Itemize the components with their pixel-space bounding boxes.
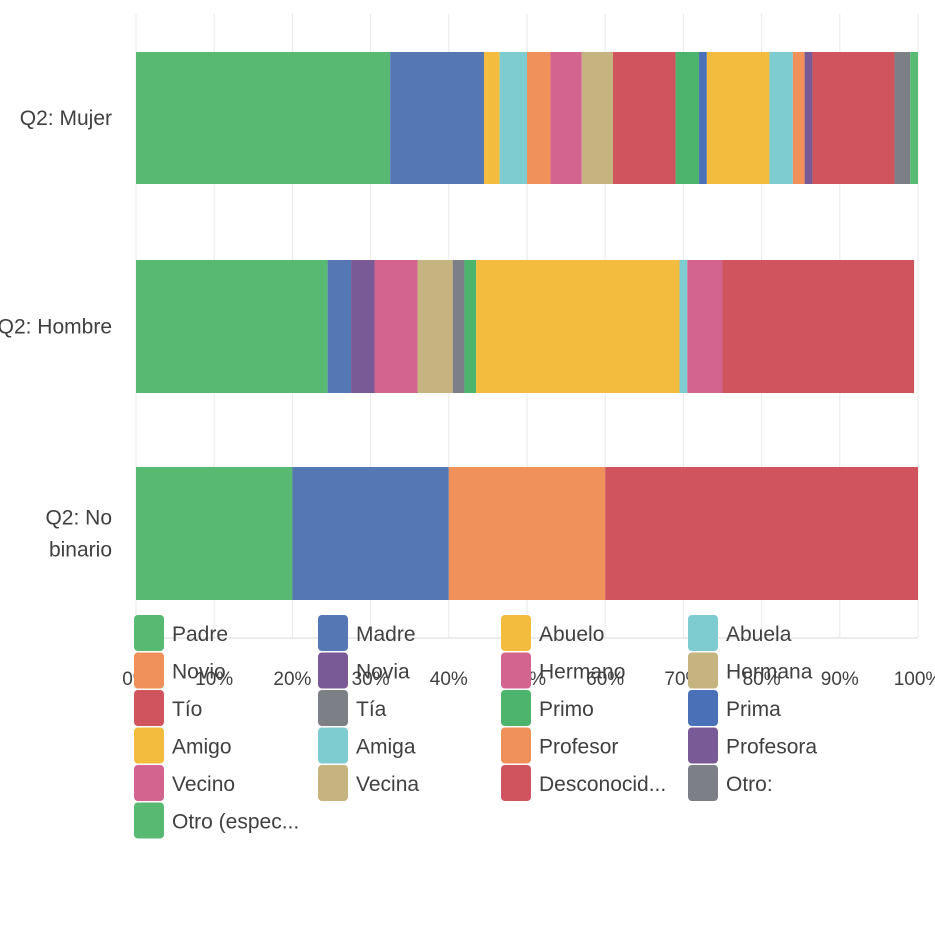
legend-swatch [318, 652, 348, 689]
x-tick-label: 40% [430, 669, 468, 690]
legend-swatch [318, 727, 348, 764]
bars [136, 52, 918, 600]
legend-label: Otro (espec... [172, 811, 299, 834]
bar-segment[interactable] [374, 260, 418, 393]
legend-swatch [688, 615, 718, 651]
legend-label: Desconocid... [539, 773, 666, 796]
category-label: Q2: Hombre [0, 316, 112, 339]
legend-label: Otro: [726, 773, 773, 796]
bar-segment[interactable] [483, 52, 500, 184]
legend-label: Hermana [726, 661, 813, 684]
bar-segment[interactable] [527, 52, 551, 184]
x-tick-label: 60% [586, 669, 624, 690]
bar-segment[interactable] [910, 52, 918, 184]
bar-segment[interactable] [327, 260, 352, 393]
legend-label: Vecino [172, 773, 235, 796]
legend-swatch [318, 765, 348, 801]
legend-swatch [134, 765, 164, 801]
bar-segment[interactable] [448, 467, 606, 600]
legend-swatch [134, 727, 164, 764]
legend-label: Profesora [726, 736, 817, 759]
legend: Padre Madre Abuelo Abuela Novio Novia Hermano H… [134, 615, 817, 839]
legend-swatch [501, 615, 531, 651]
bar-segment[interactable] [417, 260, 453, 393]
legend-label: Amiga [356, 736, 416, 759]
legend-label: Novio [172, 661, 226, 684]
bar-segment[interactable] [136, 467, 293, 600]
legend-swatch [134, 802, 164, 839]
x-tick-label: 90% [821, 669, 859, 690]
category-label: Q2: No [45, 507, 112, 530]
x-tick-label: 80% [743, 669, 781, 690]
legend-swatch [501, 765, 531, 801]
bar-segment[interactable] [605, 467, 918, 600]
x-tick-label: 30% [352, 669, 390, 690]
legend-label: Padre [172, 623, 228, 646]
bar-segment[interactable] [351, 260, 375, 393]
legend-label: Prima [726, 698, 781, 721]
legend-label: Tía [356, 698, 387, 721]
legend-swatch [134, 652, 164, 689]
legend-swatch [688, 690, 718, 726]
legend-swatch [134, 615, 164, 651]
bar-segment[interactable] [292, 467, 449, 600]
legend-label: Tío [172, 698, 202, 721]
legend-label: Novia [356, 661, 410, 684]
legend-label: Abuelo [539, 623, 604, 646]
legend-label: Madre [356, 623, 416, 646]
bar-segment[interactable] [452, 260, 465, 393]
legend-swatch [688, 727, 718, 764]
bar-segment[interactable] [390, 52, 484, 184]
x-tick-label: 100% [894, 669, 935, 690]
legend-swatch [501, 652, 531, 689]
legend-label: Primo [539, 698, 594, 721]
bar-segment[interactable] [136, 260, 328, 393]
bar-segment[interactable] [687, 260, 723, 393]
bar-segment[interactable] [769, 52, 793, 184]
legend-label: Hermano [539, 661, 625, 684]
category-labels: Q2: Mujer Q2: Hombre Q2: No binario [0, 107, 112, 562]
bar-segment[interactable] [804, 52, 813, 184]
legend-label: Amigo [172, 736, 232, 759]
legend-label: Abuela [726, 623, 792, 646]
category-label: binario [49, 539, 112, 562]
legend-swatch [501, 690, 531, 726]
bar-segment[interactable] [706, 52, 770, 184]
category-label: Q2: Mujer [20, 107, 112, 130]
legend-swatch [318, 615, 348, 651]
bar-segment[interactable] [581, 52, 614, 184]
bar-segment[interactable] [679, 260, 688, 393]
legend-label: Profesor [539, 736, 618, 759]
legend-swatch [318, 690, 348, 726]
bar-segment[interactable] [894, 52, 911, 184]
bar-segment[interactable] [499, 52, 527, 184]
bar-segment[interactable] [613, 52, 676, 184]
bar-segment[interactable] [675, 52, 700, 184]
bar-segment[interactable] [476, 260, 680, 393]
legend-swatch [134, 690, 164, 726]
bar-segment[interactable] [464, 260, 477, 393]
bar-segment[interactable] [136, 52, 391, 184]
legend-swatch [688, 652, 718, 689]
bar-segment[interactable] [722, 260, 915, 393]
x-tick-label: 10% [195, 669, 233, 690]
bar-segment[interactable] [812, 52, 895, 184]
x-tick-label: 20% [273, 669, 311, 690]
bar-segment[interactable] [792, 52, 805, 184]
bar-segment[interactable] [550, 52, 582, 184]
bar-segment[interactable] [699, 52, 707, 184]
legend-label: Vecina [356, 773, 419, 796]
legend-swatch [501, 727, 531, 764]
legend-swatch [688, 765, 718, 801]
